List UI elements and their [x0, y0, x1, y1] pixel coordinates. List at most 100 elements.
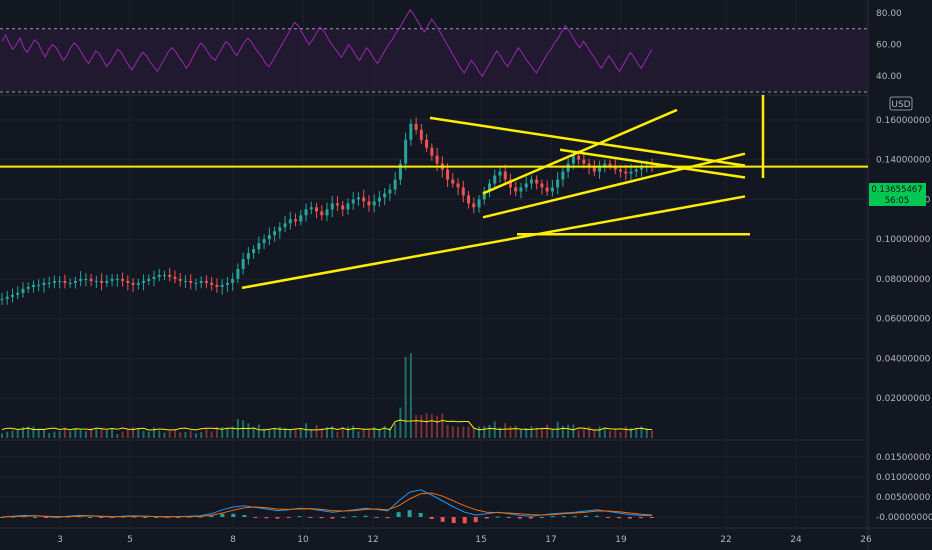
macd-histogram-bar [484, 517, 489, 519]
rsi-series-line [1, 8, 653, 78]
volume-bar [247, 423, 250, 438]
volume-bar [383, 425, 386, 438]
candle-body [419, 129, 423, 140]
candle-body [157, 274, 161, 277]
time-tick-label: 22 [720, 535, 731, 545]
candle-body [377, 197, 381, 202]
volume-bar [90, 427, 93, 438]
candle-body [629, 171, 633, 174]
trendline [429, 116, 746, 167]
macd-histogram-bar [253, 517, 258, 518]
candle-body [461, 187, 465, 196]
candle-body [288, 219, 292, 224]
volume-bar [331, 426, 334, 438]
volume-bar [451, 426, 454, 438]
volume-bar [215, 426, 218, 438]
macd-histogram-bar [418, 513, 423, 517]
candle-body [189, 280, 193, 283]
volume-bar [252, 427, 255, 438]
volume-bar [163, 432, 166, 438]
volume-bar [336, 431, 339, 438]
candle-body [110, 278, 114, 281]
time-tick-label: 5 [127, 535, 133, 545]
volume-bar [53, 431, 56, 438]
volume-bar [415, 415, 418, 438]
candle-body [241, 259, 245, 269]
candle-body [414, 123, 418, 130]
time-tick-label: 8 [230, 535, 236, 545]
volume-bar [624, 426, 627, 438]
volume-bar [100, 427, 103, 438]
candle-body [320, 211, 324, 216]
time-tick-label: 12 [367, 535, 378, 545]
price-tick-label: 0.06000000 [876, 315, 931, 325]
candle-body [178, 278, 182, 281]
volume-bar [567, 424, 570, 438]
volume-bar [593, 429, 596, 438]
time-tick-label: 3 [57, 535, 63, 545]
macd-histogram-bar [627, 517, 632, 519]
macd-histogram-bar [99, 517, 104, 518]
volume-bar [153, 427, 156, 438]
macd-histogram-bar [429, 517, 434, 519]
candle-body [356, 197, 360, 200]
volume-bar [137, 427, 140, 438]
volume-bar [189, 430, 192, 438]
volume-bar [352, 425, 355, 438]
candle-body [163, 274, 166, 276]
volume-bar [79, 429, 82, 438]
volume-bar [289, 429, 292, 438]
macd-signal-line [1, 492, 653, 518]
volume-bar [561, 425, 564, 438]
candle-body [393, 179, 397, 190]
macd-histogram-bar [264, 517, 269, 519]
macd-histogram-bar [638, 517, 643, 519]
volume-bar [16, 429, 19, 438]
macd-histogram-bar [319, 517, 324, 519]
volume-bar [294, 429, 297, 438]
volume-bar [430, 414, 433, 438]
rsi-tick-label: 60.00 [876, 41, 902, 51]
volume-bar [598, 426, 601, 438]
candle-body [294, 219, 298, 222]
volume-bar [63, 427, 66, 438]
volume-ma-line [1, 419, 653, 431]
macd-histogram-bar [650, 517, 654, 518]
rsi-line [1, 8, 653, 78]
candle-body [404, 139, 408, 164]
candle-body [273, 231, 277, 236]
rsi-band-fill [0, 28, 868, 92]
candle-body [84, 278, 88, 280]
currency-label[interactable]: USD [889, 96, 913, 111]
volume-bar [603, 428, 606, 438]
volume-bar [210, 431, 213, 438]
candle-body [210, 282, 214, 285]
macd-histogram-bar [440, 517, 445, 522]
candle-body [388, 189, 392, 194]
trendlines [0, 95, 868, 290]
bar-countdown: 56:05 [885, 196, 910, 206]
candle-body [142, 280, 146, 283]
candle-body [372, 201, 376, 206]
volume-bar [179, 432, 182, 438]
volume-bar [498, 427, 501, 438]
macd-histogram-bar [88, 517, 93, 518]
macd-histogram-bar [330, 517, 335, 519]
candle-body [309, 207, 313, 210]
candle-body [183, 280, 187, 282]
candle-body [624, 171, 628, 174]
candle-body [94, 280, 98, 282]
volume-bar [446, 424, 449, 438]
volume-bar [84, 431, 87, 438]
volume-bar [509, 426, 512, 438]
candle-body [220, 284, 224, 287]
time-axis[interactable]: 3 5 8 10 12 15 17 19 22 24 26 [57, 535, 872, 545]
volume-bar [525, 428, 528, 438]
time-tick-label: 10 [297, 535, 309, 545]
candle-body [456, 183, 460, 188]
volume-bar [457, 426, 460, 438]
time-tick-label: 26 [860, 535, 872, 545]
volume-bar [572, 424, 575, 438]
